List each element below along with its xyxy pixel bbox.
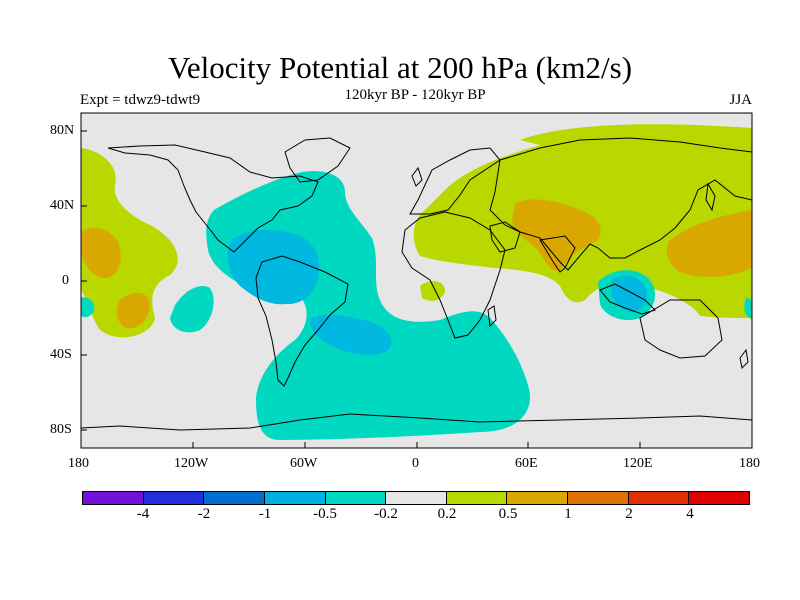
coast-australia	[639, 299, 723, 359]
positive-region-west-africa	[420, 281, 445, 301]
blue-region-south-atlantic	[310, 315, 392, 355]
coast-arabia	[489, 221, 521, 253]
coast-new-zealand	[739, 348, 749, 370]
colorbar-swatch	[83, 492, 143, 504]
season-label: JJA	[729, 92, 752, 108]
blue-region-caribbean	[227, 230, 320, 305]
orange-region-south-asia	[512, 199, 601, 272]
blue-region-indonesia	[611, 275, 648, 312]
lon-label-60e: 60E	[515, 456, 538, 471]
coast-japan	[705, 182, 716, 212]
positive-region-arctic	[520, 124, 752, 150]
orange-region-western-pacific	[666, 210, 752, 277]
coast-asia	[489, 137, 752, 271]
coast-africa	[401, 211, 506, 339]
lon-label-120w: 120W	[174, 456, 209, 471]
colorbar-swatch	[324, 492, 386, 504]
negative-region-far-west-edge	[744, 298, 752, 318]
colorbar	[82, 491, 750, 505]
lon-label-0: 0	[412, 456, 419, 471]
colorbar-label: -4	[136, 506, 150, 522]
experiment-label: Expt = tdwz9-tdwt9	[80, 92, 201, 108]
colorbar-label: -0.2	[374, 506, 398, 522]
lat-label-40s: 40S	[50, 347, 72, 362]
colorbar-label: 0.2	[437, 506, 457, 522]
chart-subtitle: 120kyr BP - 120kyr BP	[344, 87, 486, 103]
positive-region-east-pacific	[81, 148, 178, 338]
lat-label-80s: 80S	[50, 422, 72, 437]
lon-label-180w: 180	[68, 456, 89, 471]
axis-ticks	[80, 130, 753, 448]
lon-label-60w: 60W	[290, 456, 318, 471]
lat-label-80n: 80N	[50, 123, 75, 138]
colorbar-label: -0.5	[313, 506, 337, 522]
colorbar-label: 4	[686, 506, 694, 522]
coast-north-america	[107, 144, 319, 253]
colorbar-swatch	[263, 492, 325, 504]
colorbar-swatch	[142, 492, 204, 504]
colorbar-swatch	[688, 492, 750, 504]
orange-region-east-pacific-south	[116, 292, 150, 329]
colorbar-swatch	[445, 492, 507, 504]
colorbar-label: -1	[258, 506, 272, 522]
colorbar-label: 2	[625, 506, 633, 522]
colorbar-swatch	[385, 492, 446, 504]
coast-south-america	[255, 255, 349, 387]
coast-europe	[409, 147, 501, 215]
colorbar-label: 0.5	[498, 506, 518, 522]
coast-greenland	[284, 137, 351, 183]
negative-region-south-pacific	[170, 285, 214, 333]
coastlines	[81, 137, 752, 431]
colorbar-swatch	[506, 492, 568, 504]
coast-madagascar	[487, 305, 497, 328]
orange-region-east-pacific-north	[81, 227, 121, 278]
colorbar-label: -2	[197, 506, 211, 522]
lat-label-40n: 40N	[50, 198, 75, 213]
colorbar-label: 1	[564, 506, 572, 522]
coast-uk	[411, 166, 423, 187]
colorbar-swatch	[567, 492, 628, 504]
coast-indonesia	[599, 283, 656, 315]
chart-title: Velocity Potential at 200 hPa (km2/s)	[167, 50, 633, 85]
negative-region-far-east-pacific	[81, 297, 95, 318]
lon-label-180e: 180	[739, 456, 760, 471]
lon-label-120e: 120E	[623, 456, 653, 471]
colorbar-swatch	[203, 492, 264, 504]
lat-label-0: 0	[62, 273, 69, 288]
coast-antarctica	[81, 413, 752, 431]
coast-india	[539, 235, 576, 273]
colorbar-swatch	[627, 492, 689, 504]
